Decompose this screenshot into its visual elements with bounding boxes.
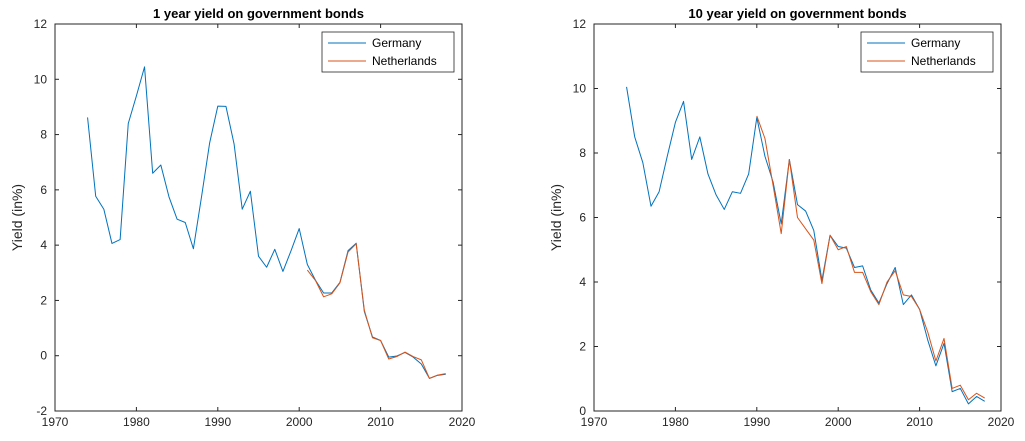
chart-10-year-yield: 10 year yield on government bonds 1970 198… [548,6,1015,429]
y-tick-label: 2 [579,340,586,354]
legend-box [321,31,455,73]
y-tick-label: 2 [40,293,47,307]
y-tick-label: 4 [579,275,586,289]
series-line-netherlands [756,115,985,401]
y-tick-label: 10 [573,82,587,96]
y-axis-label: Yield (in%) [548,184,564,251]
y-tick-label: 6 [40,183,47,197]
legend-label-netherlands: Netherlands [911,54,976,68]
series-line-netherlands [306,243,446,379]
chart-title: 1 year yield on government bonds [153,6,364,21]
y-tick-label: 0 [579,404,586,418]
y-tick-label: 8 [40,128,47,142]
legend-label-netherlands: Netherlands [372,54,437,68]
series-line-germany [626,86,985,405]
plot-area [54,23,463,412]
x-tick-label: 1970 [42,415,69,429]
x-tick-label: 2010 [906,415,933,429]
x-tick-label: 1990 [204,415,231,429]
chart-title: 10 year yield on government bonds [688,6,906,21]
x-tick-label: 2000 [825,415,852,429]
x-tick-label: 2010 [367,415,394,429]
x-tick-label: 1970 [581,415,608,429]
y-tick-label: 4 [40,238,47,252]
y-tick-label: 10 [34,72,48,86]
y-tick-label: -2 [36,404,47,418]
x-tick-label: 1990 [743,415,770,429]
y-tick-label: 6 [579,211,586,225]
legend-label-germany: Germany [372,36,421,50]
y-tick-label: 12 [573,17,587,31]
series-line-germany [87,66,446,379]
x-tick-label: 2020 [449,415,476,429]
y-tick-label: 12 [34,17,48,31]
x-tick-label: 1980 [662,415,689,429]
x-tick-label: 2000 [286,415,313,429]
y-tick-label: 0 [40,349,47,363]
y-axis-label: Yield (in%) [9,184,25,251]
x-tick-label: 2020 [988,415,1015,429]
y-tick-label: 8 [579,146,586,160]
legend-box [860,31,994,73]
chart-1-year-yield: 1 year yield on government bonds 1970 1980… [9,6,476,429]
legend-label-germany: Germany [911,36,960,50]
x-tick-label: 1980 [123,415,150,429]
